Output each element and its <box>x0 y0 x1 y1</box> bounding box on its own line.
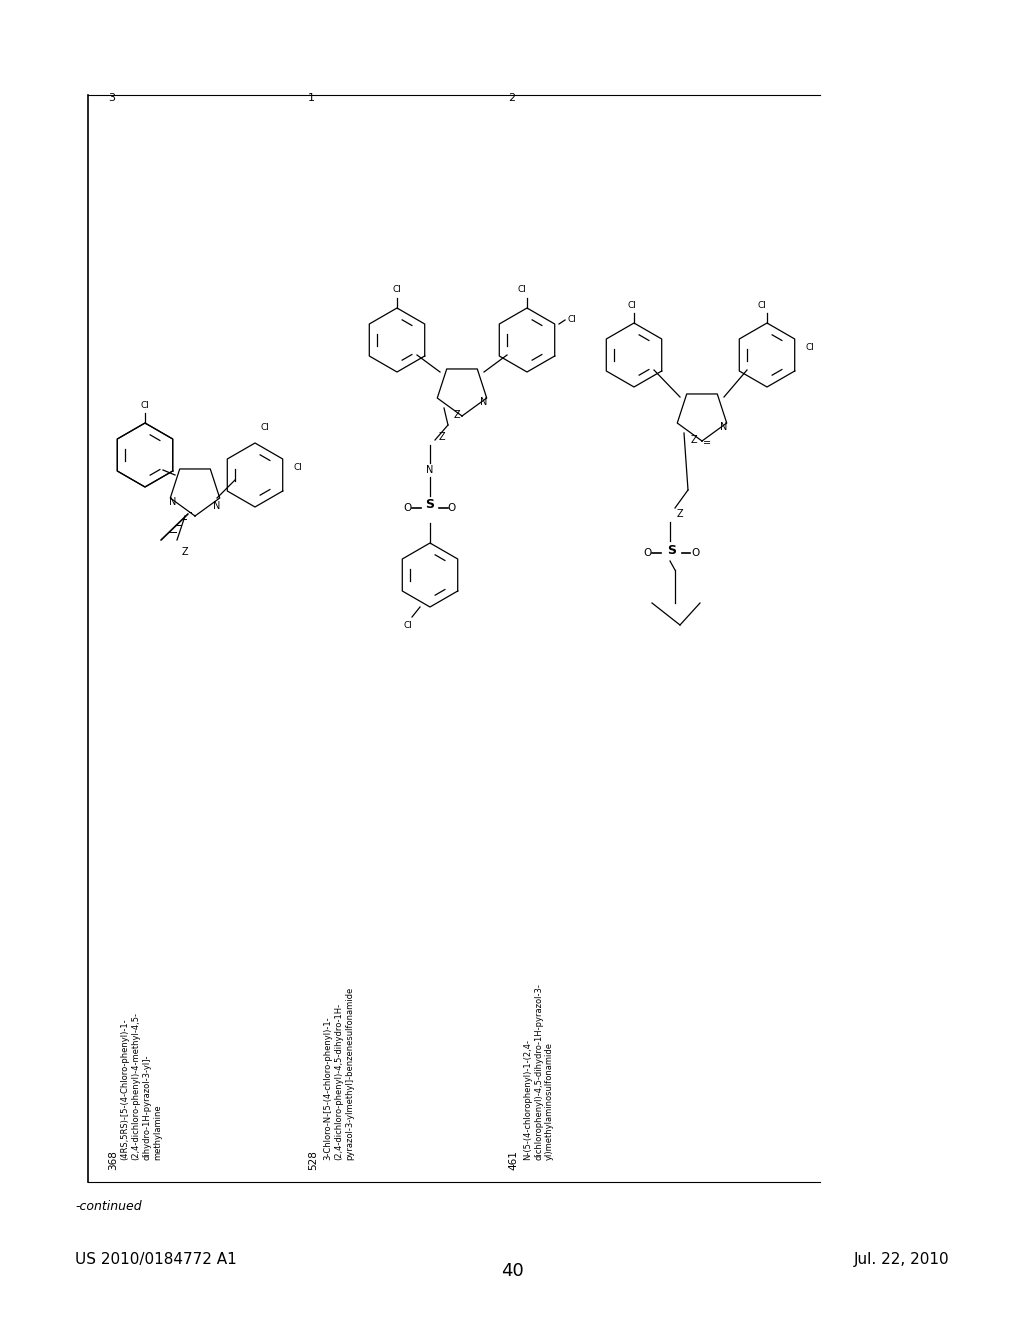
Text: 40: 40 <box>501 1262 523 1280</box>
Text: 1: 1 <box>308 92 315 103</box>
Text: Z: Z <box>438 432 445 442</box>
Text: Cl: Cl <box>805 342 814 351</box>
Text: N: N <box>213 502 221 511</box>
Text: Cl: Cl <box>517 285 526 294</box>
Text: O: O <box>403 503 412 513</box>
Text: Cl: Cl <box>392 285 401 294</box>
Text: 368: 368 <box>108 1150 118 1170</box>
Text: S: S <box>668 544 677 557</box>
Text: Z: Z <box>677 510 683 519</box>
Text: N: N <box>720 422 728 432</box>
Text: Cl: Cl <box>758 301 766 309</box>
Text: S: S <box>426 499 434 511</box>
Text: N-(5-(4-chlorophenyl)-1-(2,4-
dichlorophenyl)-4,5-dihydro-1H-pyrazol-3-
yl)methy: N-(5-(4-chlorophenyl)-1-(2,4- dichloroph… <box>523 983 554 1160</box>
Text: Z: Z <box>181 546 188 557</box>
Text: 461: 461 <box>508 1150 518 1170</box>
Text: -continued: -continued <box>75 1200 141 1213</box>
Text: 2: 2 <box>508 92 515 103</box>
Text: Cl: Cl <box>260 422 269 432</box>
Text: N: N <box>169 498 177 507</box>
Text: Cl: Cl <box>140 400 150 409</box>
Text: 3-Chloro-N-[5-(4-chloro-phenyl)-1-
(2,4-dichloro-phenyl)-4,5-dihydro-1H-
pyrazol: 3-Chloro-N-[5-(4-chloro-phenyl)-1- (2,4-… <box>323 987 354 1160</box>
Text: Cl: Cl <box>293 462 302 471</box>
Text: (4RS,5RS)-[5-(4-Chloro-phenyl)-1-
(2,4-dichloro-phenyl)-4-methyl-4,5-
dihydro-1H: (4RS,5RS)-[5-(4-Chloro-phenyl)-1- (2,4-d… <box>120 1012 162 1160</box>
Text: 528: 528 <box>308 1150 318 1170</box>
Text: Cl: Cl <box>628 301 637 309</box>
Text: Cl: Cl <box>567 315 575 325</box>
Text: Cl: Cl <box>403 620 412 630</box>
Text: N: N <box>480 397 487 407</box>
Text: 3: 3 <box>108 92 115 103</box>
Text: Jul. 22, 2010: Jul. 22, 2010 <box>853 1251 949 1267</box>
Text: O: O <box>691 548 699 558</box>
Text: O: O <box>447 503 456 513</box>
Text: O: O <box>644 548 652 558</box>
Text: Z: Z <box>690 436 697 445</box>
Text: Z: Z <box>454 411 461 420</box>
Text: N: N <box>426 465 433 475</box>
Text: =: = <box>702 438 711 447</box>
Text: US 2010/0184772 A1: US 2010/0184772 A1 <box>75 1251 237 1267</box>
